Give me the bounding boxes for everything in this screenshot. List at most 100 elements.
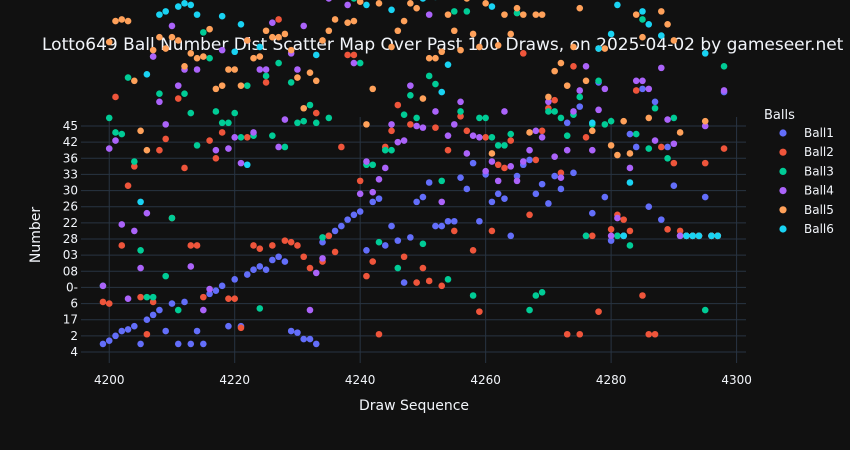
data-point: [275, 253, 282, 261]
data-point: [588, 232, 596, 240]
data-point: [407, 234, 414, 241]
data-point: [212, 146, 220, 154]
data-point: [664, 21, 671, 28]
data-point: [457, 174, 464, 181]
data-point: [400, 17, 408, 25]
data-point: [488, 150, 496, 157]
data-point: [582, 77, 590, 85]
legend-item-ball6[interactable]: Ball6: [779, 222, 834, 236]
data-point: [256, 245, 264, 252]
data-point: [551, 172, 558, 180]
data-point: [363, 1, 370, 9]
data-point: [450, 121, 458, 128]
data-point: [118, 327, 126, 335]
data-point: [407, 121, 414, 128]
data-point: [551, 108, 558, 115]
data-point: [300, 117, 308, 125]
data-point: [588, 127, 596, 135]
y-axis-title: Number: [28, 207, 44, 263]
data-point: [601, 45, 609, 52]
data-point: [237, 82, 245, 89]
legend-item-ball1[interactable]: Ball1: [779, 126, 834, 140]
data-point: [369, 258, 377, 265]
data-point: [369, 161, 377, 169]
data-point: [488, 158, 496, 165]
data-point: [294, 66, 301, 73]
data-point: [218, 129, 226, 136]
data-point: [538, 11, 546, 18]
data-point: [206, 137, 213, 144]
data-point: [563, 330, 571, 338]
data-point: [149, 53, 157, 60]
legend-item-ball5[interactable]: Ball5: [779, 203, 834, 217]
data-point: [532, 11, 540, 18]
legend-item-ball4[interactable]: Ball4: [779, 184, 834, 198]
data-point: [463, 0, 470, 2]
data-point: [551, 96, 558, 104]
data-point: [488, 134, 496, 141]
data-point: [275, 16, 282, 23]
legend-item-ball2[interactable]: Ball2: [779, 145, 834, 159]
data-point: [676, 227, 684, 235]
data-point: [664, 226, 671, 233]
data-point: [250, 129, 257, 136]
series-ball3: [99, 0, 728, 314]
data-point: [312, 109, 320, 117]
data-point: [187, 263, 195, 270]
data-point: [507, 137, 515, 144]
legend-label: Ball2: [804, 145, 834, 159]
data-point: [576, 103, 584, 110]
data-point: [595, 308, 602, 315]
data-point: [174, 37, 182, 44]
data-point: [262, 266, 270, 273]
data-point: [526, 156, 533, 164]
y-tick-label: 0-: [66, 280, 78, 294]
data-point: [419, 124, 427, 131]
data-point: [181, 164, 188, 172]
data-point: [513, 177, 521, 185]
data-point: [576, 4, 584, 12]
data-point: [287, 46, 295, 54]
data-point: [218, 46, 226, 54]
data-point: [206, 25, 213, 33]
data-point: [501, 195, 508, 202]
data-point: [237, 134, 245, 141]
data-point: [193, 54, 201, 62]
data-point: [174, 306, 182, 314]
data-point: [400, 111, 408, 118]
data-point: [563, 132, 571, 139]
data-point: [331, 16, 339, 23]
data-point: [206, 290, 213, 298]
y-tick-label: 42: [63, 135, 78, 149]
legend-item-ball3[interactable]: Ball3: [779, 164, 834, 178]
data-point: [375, 175, 383, 183]
data-point: [363, 121, 370, 128]
data-point: [105, 337, 113, 345]
data-point: [620, 117, 627, 125]
data-point: [388, 222, 395, 230]
data-point: [375, 195, 383, 202]
data-point: [651, 104, 659, 112]
data-point: [225, 66, 232, 73]
data-point: [563, 119, 571, 127]
data-point: [513, 172, 521, 180]
data-point: [187, 109, 195, 117]
data-point: [225, 295, 232, 303]
data-point: [99, 340, 107, 348]
data-point: [651, 330, 659, 338]
data-point: [388, 6, 395, 14]
data-point: [570, 108, 577, 115]
data-point: [601, 193, 609, 201]
data-point: [570, 62, 577, 70]
data-point: [476, 134, 483, 141]
data-point: [269, 19, 276, 26]
data-point: [143, 146, 151, 154]
data-point: [519, 158, 527, 165]
data-point: [670, 159, 678, 167]
data-point: [218, 119, 226, 127]
x-tick-label: 4220: [219, 373, 250, 387]
y-tick-label: 4: [70, 345, 78, 359]
data-point: [400, 279, 408, 286]
data-point: [124, 17, 132, 25]
data-point: [701, 50, 709, 57]
